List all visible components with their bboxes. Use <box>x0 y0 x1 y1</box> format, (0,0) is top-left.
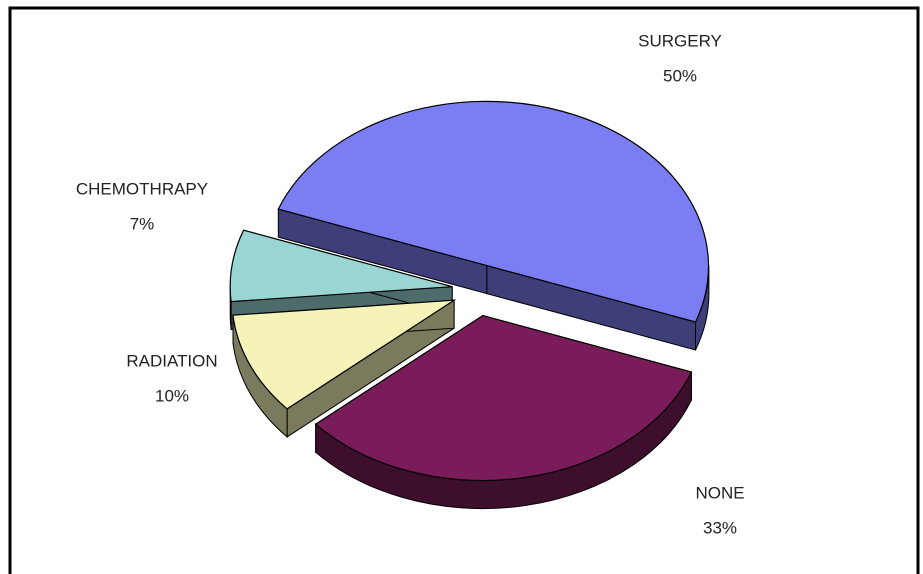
slice-value-label: 10% <box>155 386 189 405</box>
frame <box>8 6 920 574</box>
slice-value-label: 33% <box>703 518 737 537</box>
slice-label: CHEMOTHRAPY <box>76 179 208 198</box>
slice <box>229 229 453 303</box>
slice-value-label: 50% <box>663 66 697 85</box>
slice-label: NONE <box>695 483 744 502</box>
slice <box>277 100 710 323</box>
slice-value-label: 7% <box>130 214 155 233</box>
slice-label: RADIATION <box>126 351 217 370</box>
slice-label: SURGERY <box>638 31 722 50</box>
slice <box>232 299 457 410</box>
slice <box>314 314 693 482</box>
